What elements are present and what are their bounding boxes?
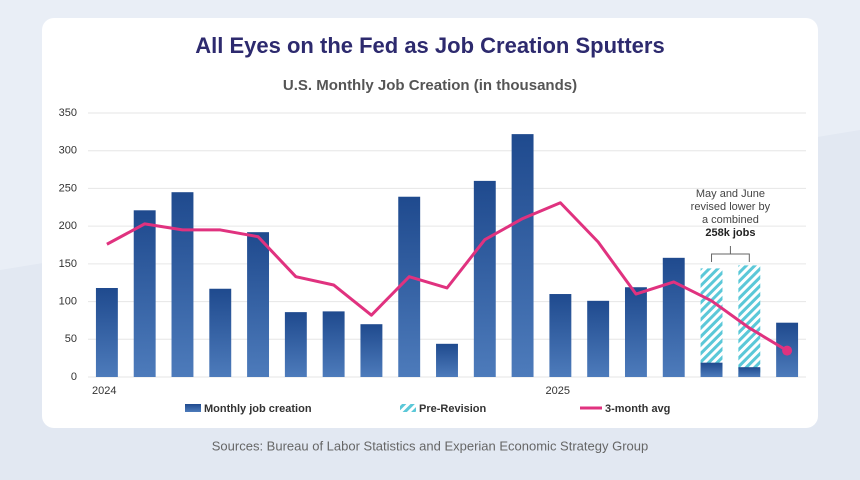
source: Sources: Bureau of Labor Statistics and … [212, 438, 648, 453]
bar [587, 300, 610, 377]
bar [360, 324, 383, 377]
bar [322, 311, 345, 377]
legend-swatch [400, 404, 416, 412]
legend-swatch [185, 404, 201, 412]
pre-revision-bar [700, 268, 723, 377]
bar [209, 288, 232, 377]
bar [398, 196, 421, 377]
pre-revision-bar [738, 265, 761, 377]
annotation-bracket [711, 246, 750, 262]
bar [624, 287, 647, 377]
y-tick-label: 200 [59, 220, 77, 232]
bar [473, 180, 496, 377]
avg-end-marker [782, 345, 793, 356]
legend-label: 3-month avg [605, 403, 670, 415]
chart-title: U.S. Monthly Job Creation (in thousands) [283, 77, 577, 94]
bar [171, 192, 194, 377]
page-title: All Eyes on the Fed as Job Creation Sput… [195, 33, 664, 58]
bar [700, 362, 723, 377]
y-tick-label: 250 [59, 182, 77, 194]
y-tick-label: 350 [59, 107, 77, 119]
annotation: revised lower by [691, 201, 771, 213]
y-tick-label: 150 [59, 258, 77, 270]
bar [95, 287, 118, 377]
bar [247, 232, 270, 377]
y-tick-label: 0 [71, 371, 77, 383]
avg-line [106, 201, 788, 352]
bar [511, 134, 534, 377]
bar [738, 367, 761, 377]
bar [133, 210, 156, 377]
bar [436, 343, 458, 377]
annotation: 258k jobs [705, 227, 755, 239]
y-tick-label: 100 [59, 295, 77, 307]
card [42, 18, 818, 428]
legend-label: Pre-Revision [419, 403, 487, 415]
y-tick-label: 300 [59, 145, 77, 157]
y-tick-label: 50 [65, 333, 77, 345]
annotation: May and June [696, 188, 765, 200]
x-tick-label: 2024 [92, 385, 116, 397]
bar [284, 312, 307, 377]
x-tick-label: 2025 [545, 385, 569, 397]
bar [549, 294, 572, 377]
annotation: a combined [702, 214, 759, 226]
legend-label: Monthly job creation [204, 403, 312, 415]
bar [662, 257, 685, 377]
